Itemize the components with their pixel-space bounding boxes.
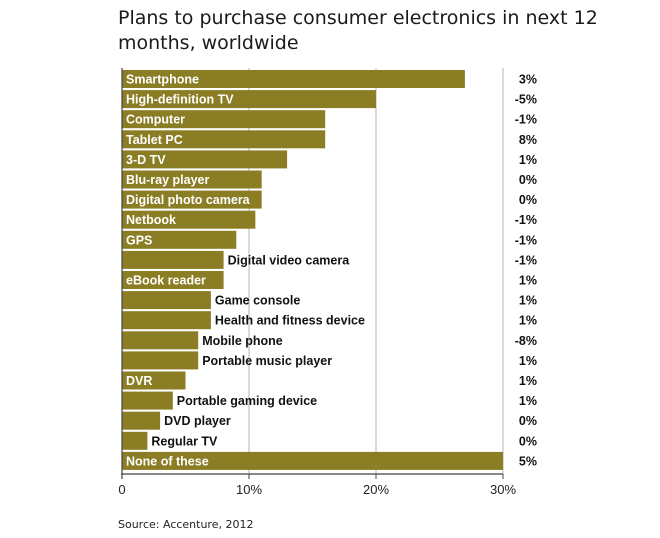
bar-label: GPS: [126, 233, 152, 247]
change-label: 1%: [519, 314, 537, 328]
change-label: 0%: [519, 414, 537, 428]
bar-label: Digital photo camera: [126, 193, 251, 207]
grid-lines: [248, 68, 504, 474]
x-tick-label: 10%: [236, 482, 262, 497]
bar: [122, 190, 262, 209]
change-label: 1%: [519, 294, 537, 308]
bar-label: eBook reader: [126, 274, 206, 288]
change-label: 1%: [519, 394, 537, 408]
bar-label: None of these: [126, 454, 209, 468]
bar: [122, 411, 161, 430]
bar: [122, 391, 173, 410]
change-label: 1%: [519, 153, 537, 167]
change-label: 1%: [519, 274, 537, 288]
change-label: 3%: [519, 73, 537, 87]
change-label: 5%: [519, 454, 537, 468]
bar-labels: Smartphone High-definition TV Computer Tabl…: [126, 73, 365, 469]
change-label: -1%: [515, 113, 537, 127]
x-tick-label: 20%: [363, 482, 389, 497]
bar-label: Tablet PC: [126, 133, 183, 147]
change-labels: 3% -5% -1% 8% 1% 0% 0% -1% -1% -1% 1% 1% 1% -8% 1% 1% 1%…: [515, 73, 537, 469]
bar: [122, 230, 237, 249]
bar: [122, 210, 256, 229]
bar-label: Blu-ray player: [126, 173, 210, 187]
change-label: -5%: [515, 93, 537, 107]
bar-label: DVR: [126, 374, 152, 388]
change-label: 1%: [519, 374, 537, 388]
bar: [122, 150, 288, 169]
bar: [122, 90, 376, 109]
bar-label: DVD player: [164, 414, 231, 428]
bar: [122, 110, 326, 129]
chart-title: Plans to purchase consumer electronics i…: [118, 7, 598, 54]
x-tick-label: 30%: [490, 482, 516, 497]
change-label: 0%: [519, 434, 537, 448]
bar-label: Portable gaming device: [177, 394, 317, 408]
bar-label: Portable music player: [202, 354, 332, 368]
change-label: 8%: [519, 133, 537, 147]
bar: [122, 170, 262, 189]
bars: [122, 70, 503, 470]
bar-label: Digital video camera: [228, 253, 351, 267]
bar-label: Regular TV: [151, 434, 218, 448]
bar-label: Health and fitness device: [215, 314, 365, 328]
change-label: -1%: [515, 213, 537, 227]
change-label: -1%: [515, 233, 537, 247]
bar: [122, 250, 224, 269]
bar: [122, 130, 326, 149]
change-label: 0%: [519, 193, 537, 207]
bar: [122, 271, 224, 289]
bar: [122, 371, 186, 390]
change-label: -8%: [515, 334, 537, 348]
bar: [122, 70, 465, 88]
change-label: -1%: [515, 253, 537, 267]
bar-label: Computer: [126, 113, 185, 127]
bar: [122, 311, 211, 330]
x-tick-label: 0: [118, 482, 125, 497]
change-label: 1%: [519, 354, 537, 368]
bar: [122, 291, 211, 310]
bar: [122, 431, 148, 450]
x-axis: 0 10% 20% 30%: [118, 68, 516, 497]
bar-label: 3-D TV: [126, 153, 166, 167]
bar-label: Netbook: [126, 213, 176, 227]
source-note: Source: Accenture, 2012: [118, 518, 254, 531]
bar-label: Mobile phone: [202, 334, 283, 348]
bar: [122, 451, 503, 470]
change-label: 0%: [519, 173, 537, 187]
bar-label: Game console: [215, 294, 300, 308]
bar: [122, 331, 199, 350]
bar-label: Smartphone: [126, 73, 199, 87]
bar: [122, 351, 199, 370]
bar-label: High-definition TV: [126, 93, 234, 107]
